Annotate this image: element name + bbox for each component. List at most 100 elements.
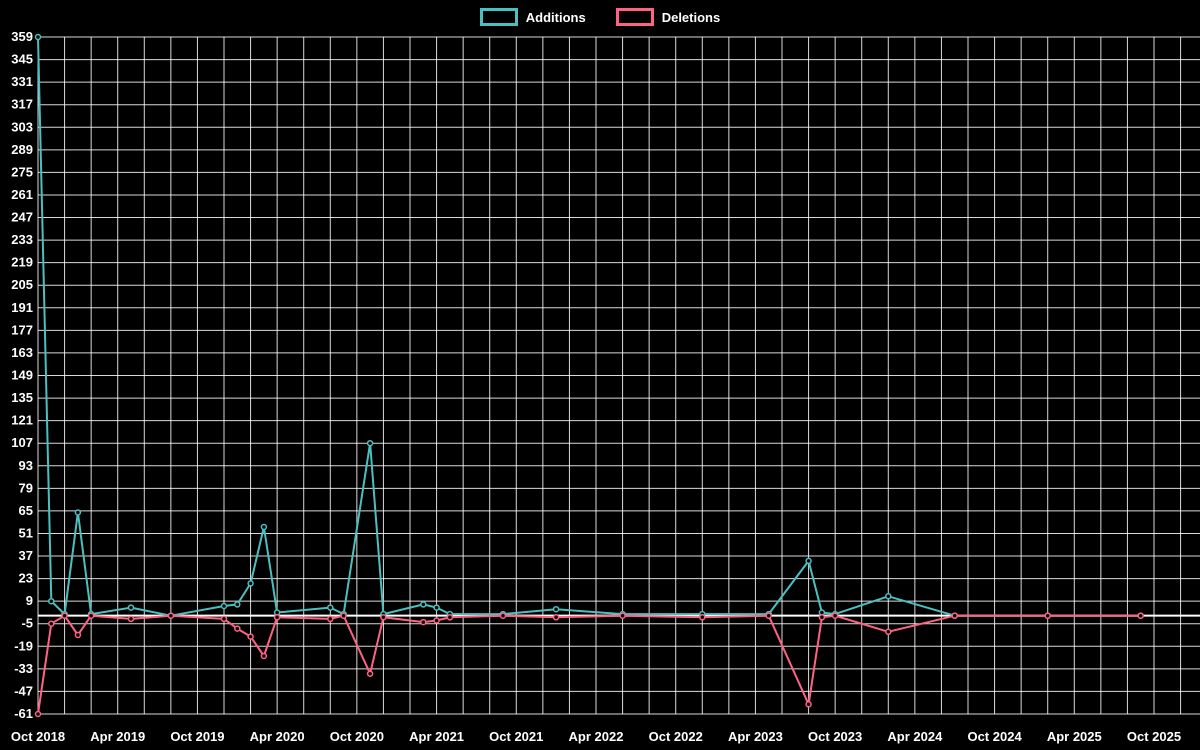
y-tick-label: 135 [11,390,33,405]
y-tick-label: 149 [11,368,33,383]
legend-item-additions[interactable]: Additions [479,8,586,26]
legend-label-deletions: Deletions [661,9,721,25]
deletions-point-marker[interactable] [220,615,228,623]
y-tick-label: 177 [11,322,33,337]
x-tick-label: Apr 2023 [728,729,783,744]
y-tick-label: 191 [11,300,33,315]
y-tick-label: 331 [11,74,33,89]
y-tick-label: 163 [11,345,33,360]
y-tick-label: 51 [19,525,33,540]
deletions-point-marker[interactable] [48,620,55,627]
x-tick-label: Oct 2021 [489,729,543,744]
deletions-point-marker[interactable] [885,628,892,636]
deletions-point-marker[interactable] [831,612,839,619]
deletions-swatch-icon [615,8,654,26]
y-tick-label: 219 [11,255,33,270]
deletions-point-marker[interactable] [552,614,560,621]
deletions-point-marker[interactable] [619,612,626,619]
deletions-point-marker[interactable] [366,670,374,677]
chart-legend: Additions Deletions [0,8,1200,26]
y-tick-label: 275 [11,164,33,179]
additions-point-marker[interactable] [34,33,42,41]
additions-point-marker[interactable] [420,601,427,608]
deletions-point-marker[interactable] [234,625,241,632]
y-tick-label: 9 [26,593,33,608]
x-tick-label: Apr 2022 [569,729,624,744]
y-tick-label: 93 [19,458,33,473]
y-tick-label: 247 [11,210,33,225]
x-tick-label: Apr 2019 [90,729,145,744]
y-tick-label: 65 [19,503,33,518]
y-tick-label: 107 [11,435,33,450]
additions-point-marker[interactable] [234,601,241,608]
x-tick-label: Apr 2025 [1047,729,1102,744]
deletions-point-marker[interactable] [61,612,68,619]
y-tick-label: 121 [11,413,33,428]
legend-item-deletions[interactable]: Deletions [615,8,721,26]
legend-label-additions: Additions [525,9,586,25]
deletions-point-marker[interactable] [273,614,281,621]
deletions-point-marker[interactable] [247,633,254,640]
x-tick-label: Oct 2023 [808,729,862,744]
deletions-point-marker[interactable] [340,612,347,619]
y-tick-label: -33 [14,661,33,676]
y-tick-label: 79 [19,480,33,495]
y-tick-label: -47 [14,683,33,698]
deletions-point-marker[interactable] [34,710,42,718]
x-tick-label: Oct 2025 [1127,729,1181,744]
deletions-point-marker[interactable] [1044,612,1051,619]
y-tick-label: 23 [19,571,33,586]
additions-point-marker[interactable] [805,557,812,565]
deletions-point-marker[interactable] [167,612,175,619]
additions-point-marker[interactable] [74,509,82,516]
deletions-point-marker[interactable] [127,615,135,623]
additions-point-marker[interactable] [260,523,268,531]
y-tick-label: 303 [11,119,33,134]
deletions-point-marker[interactable] [1137,612,1144,619]
additions-point-marker[interactable] [247,580,254,587]
deletions-point-marker[interactable] [420,618,427,626]
deletions-line [37,614,1141,715]
x-tick-label: Oct 2020 [330,729,384,744]
x-tick-label: Apr 2021 [409,729,464,744]
deletions-point-marker[interactable] [260,652,268,660]
y-tick-label: 261 [11,187,33,202]
deletions-point-marker[interactable] [433,617,440,624]
deletions-point-marker[interactable] [499,612,507,619]
x-tick-label: Oct 2018 [11,729,65,744]
y-tick-label: 345 [11,52,33,67]
y-tick-label: 233 [11,232,33,247]
y-tick-label: 359 [11,29,33,44]
y-tick-label: 289 [11,142,33,157]
additions-line [37,36,1141,617]
deletions-point-marker[interactable] [951,612,958,619]
deletions-point-marker[interactable] [699,614,706,621]
y-tick-label: 317 [11,97,33,112]
deletions-point-marker[interactable] [446,614,454,621]
y-tick-label: -5 [21,616,33,631]
additions-point-marker[interactable] [433,604,440,611]
y-tick-label: -19 [14,638,33,653]
y-tick-label: 205 [11,277,33,292]
x-tick-label: Oct 2022 [649,729,703,744]
deletions-point-marker[interactable] [805,701,812,708]
x-tick-label: Apr 2020 [250,729,305,744]
additions-point-marker[interactable] [366,439,374,447]
x-tick-label: Apr 2024 [887,729,943,744]
deletions-point-marker[interactable] [87,612,95,619]
additions-point-marker[interactable] [220,602,228,610]
deletions-point-marker[interactable] [380,614,387,621]
deletions-point-marker[interactable] [327,615,334,623]
deletions-point-marker[interactable] [818,614,826,621]
additions-point-marker[interactable] [127,604,135,611]
deletions-point-marker[interactable] [765,612,772,619]
x-tick-label: Oct 2024 [967,729,1022,744]
x-tick-label: Oct 2019 [170,729,224,744]
additions-point-marker[interactable] [552,605,560,613]
deletions-point-marker[interactable] [74,631,82,639]
additions-point-marker[interactable] [48,597,55,605]
additions-point-marker[interactable] [327,604,334,611]
additions-point-marker[interactable] [885,593,892,600]
